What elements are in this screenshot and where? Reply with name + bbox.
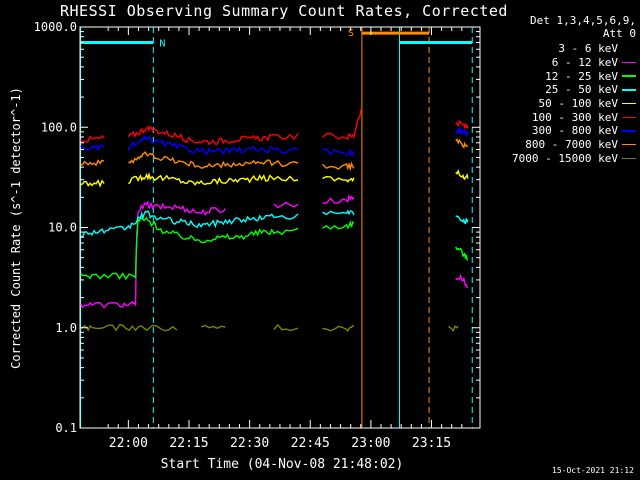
legend-swatch [622,89,636,91]
legend-swatch [622,102,636,105]
y-tick-label: 100.0 [41,120,77,134]
x-tick-label: 22:00 [109,436,148,451]
series-line-8 [80,138,468,172]
legend-header-line2: Att 0 [602,27,636,40]
legend-item: 7000 - 15000 keV [486,152,636,166]
legend-item: 6 - 12 keV [486,56,636,70]
chart-title: RHESSI Observing Summary Count Rates, Co… [60,2,508,20]
x-tick-label: 22:30 [230,436,269,451]
series-line-1 [183,194,355,219]
legend-item: 800 - 7000 keV [486,138,636,152]
x-axis-label: Start Time (04-Nov-08 21:48:02) [161,457,404,472]
legend-label: 6 - 12 keV [551,56,618,70]
legend-label: 300 - 800 keV [531,124,618,138]
legend-label: 3 - 6 keV [558,42,618,56]
night-flag-label: N [159,39,165,50]
plot-frame [79,26,481,429]
legend-swatch [622,48,636,50]
legend-swatch [622,157,636,160]
series-line-2 [79,193,469,309]
series-line-9 [80,323,459,333]
legend-item: 25 - 50 keV [486,83,636,97]
legend-header-line1: Det 1,3,4,5,6,9, [530,14,636,27]
legend-item: 3 - 6 keV [486,42,636,56]
legend-label: 50 - 100 keV [538,97,618,111]
series-line-7 [80,126,469,157]
legend-label: 12 - 25 keV [545,69,618,83]
y-tick-label: 1.0 [55,321,77,335]
x-tick-label: 23:00 [351,436,390,451]
legend-item: 50 - 100 keV [486,97,636,111]
y-tick-label: 0.1 [55,421,77,435]
x-tick-label: 23:15 [412,436,451,451]
legend-item: 100 - 300 keV [486,110,636,124]
legend-swatch [622,61,636,64]
legend-swatch [622,143,636,146]
legend-item: 12 - 25 keV [486,69,636,83]
legend-header: Det 1,3,4,5,6,9, Att 0 [486,14,636,40]
y-tick-label: 1000.0 [34,20,77,34]
timestamp: 15-Oct-2021 21:12 [552,466,634,475]
legend-label: 7000 - 15000 keV [512,151,618,165]
series-line-4 [80,209,469,238]
y-tick-label: 10.0 [48,221,77,235]
legend-item: 300 - 800 keV [486,124,636,138]
legend-swatch [622,116,636,119]
series-line-3 [80,216,469,281]
legend: 3 - 6 keV 6 - 12 keV 12 - 25 keV 25 - 50 ke… [486,42,636,165]
legend-label: 100 - 300 keV [531,110,618,124]
legend-label: 25 - 50 keV [545,83,618,97]
x-tick-label: 22:45 [291,436,330,451]
series-line-5 [80,169,469,188]
y-axis-label: Corrected Count Rate (s^-1 detector^-1) [9,87,23,369]
legend-swatch [622,130,636,132]
saa-flag-label: S [348,28,354,39]
x-tick-label: 22:15 [169,436,208,451]
series-line-6 [80,108,469,146]
legend-swatch [622,75,636,77]
legend-label: 800 - 7000 keV [525,138,618,152]
